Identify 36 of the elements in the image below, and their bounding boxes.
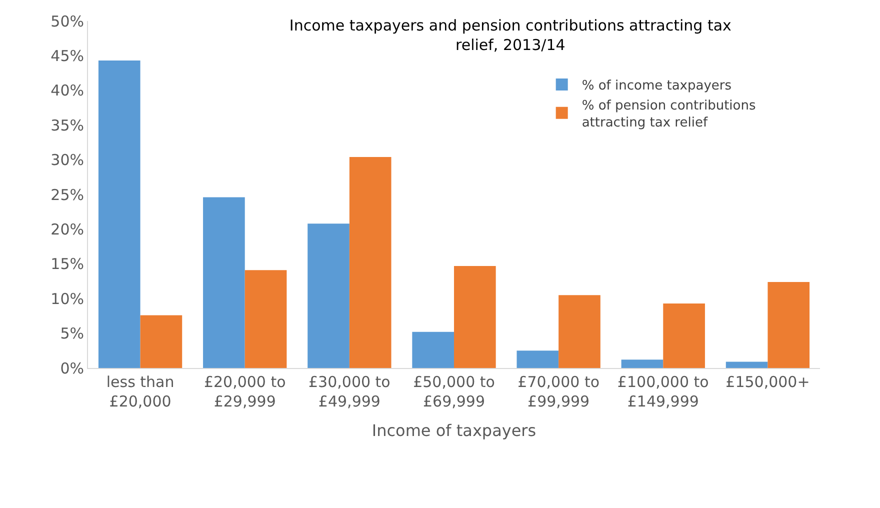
y-tick-label: 20% bbox=[50, 220, 84, 238]
x-tick-label: £20,000 to £29,999 bbox=[204, 373, 286, 410]
bar bbox=[203, 197, 245, 368]
bar bbox=[768, 282, 810, 368]
y-tick-label: 0% bbox=[60, 359, 84, 378]
bar bbox=[412, 332, 454, 368]
x-tick-label: less than £20,000 bbox=[106, 373, 174, 410]
y-tick-label: 50% bbox=[50, 12, 84, 30]
chart-title: Income taxpayers and pension contributions attracting tax relief, 2013/14 bbox=[289, 16, 732, 54]
y-tick-label: 25% bbox=[50, 186, 84, 204]
y-tick-label: 30% bbox=[50, 151, 84, 170]
bar bbox=[726, 362, 768, 368]
y-tick-label: 15% bbox=[50, 255, 84, 274]
x-axis-title: Income of taxpayers bbox=[372, 421, 536, 440]
bar bbox=[98, 60, 140, 368]
bar bbox=[621, 360, 664, 368]
y-tick-label: 10% bbox=[50, 290, 84, 308]
x-tick-label: £150,000+ bbox=[726, 373, 810, 391]
x-tick-label: £30,000 to £49,999 bbox=[308, 373, 390, 410]
x-tick-label: £70,000 to £99,999 bbox=[518, 373, 600, 410]
bar bbox=[516, 350, 559, 368]
y-tick-label: 5% bbox=[60, 324, 84, 343]
y-tick-label: 40% bbox=[50, 82, 84, 100]
bar bbox=[454, 266, 496, 368]
bar bbox=[558, 295, 600, 368]
bar bbox=[349, 157, 392, 368]
legend-label: % of income taxpayers bbox=[582, 78, 732, 94]
bar bbox=[244, 270, 287, 368]
bar bbox=[663, 303, 705, 368]
x-tick-label: £100,000 to £149,999 bbox=[617, 373, 709, 410]
y-tick-label: 45% bbox=[50, 46, 84, 65]
bar bbox=[140, 315, 182, 368]
bar bbox=[308, 224, 350, 368]
y-tick-label: 35% bbox=[50, 116, 84, 134]
x-tick-label: £50,000 to £69,999 bbox=[413, 373, 495, 410]
legend-label: % of pension contributions attracting tax relief bbox=[582, 98, 756, 130]
